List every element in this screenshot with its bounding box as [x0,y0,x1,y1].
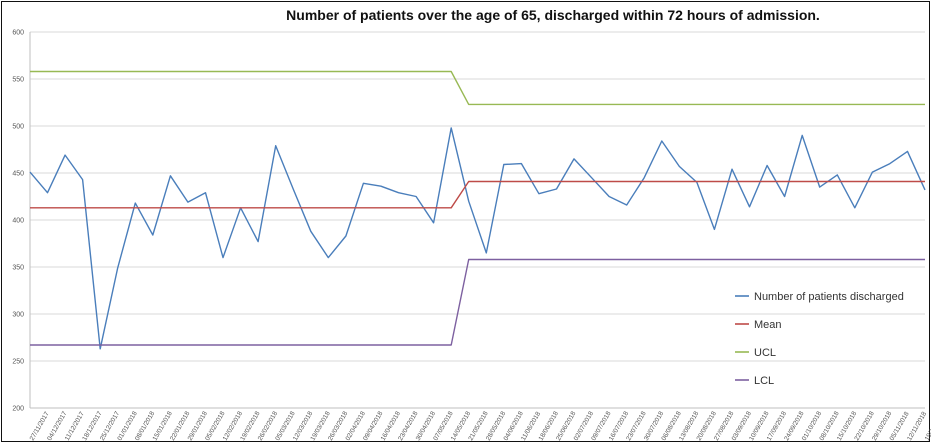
y-tick-label: 400 [12,218,24,225]
y-tick-label: 600 [12,30,24,37]
y-tick-label: 450 [12,171,24,178]
series-line-mean [30,180,925,209]
legend-label: Number of patients discharged [754,291,904,303]
series-line-ucl [30,70,925,106]
y-tick-label: 300 [12,312,24,319]
y-tick-label: 200 [12,406,24,413]
legend-label: Mean [754,319,782,331]
series-line-number-of-patients-discharged [29,127,926,350]
legend: Number of patients discharged Mean UCL LCL [735,291,904,387]
x-axis: 27/11/201704/12/201711/12/201718/12/2017… [29,407,931,442]
series-lines [29,70,926,350]
series-line-lcl [30,258,925,346]
y-tick-label: 550 [12,77,24,84]
y-tick-label: 500 [12,124,24,131]
y-tick-label: 250 [12,359,24,366]
y-tick-label: 350 [12,265,24,272]
legend-label: LCL [754,375,774,387]
legend-label: UCL [754,347,776,359]
y-axis: 200 250 300 350 400 450 500 550 600 [12,30,31,413]
gridlines [30,31,925,409]
chart-title: Number of patients over the age of 65, d… [286,7,820,23]
